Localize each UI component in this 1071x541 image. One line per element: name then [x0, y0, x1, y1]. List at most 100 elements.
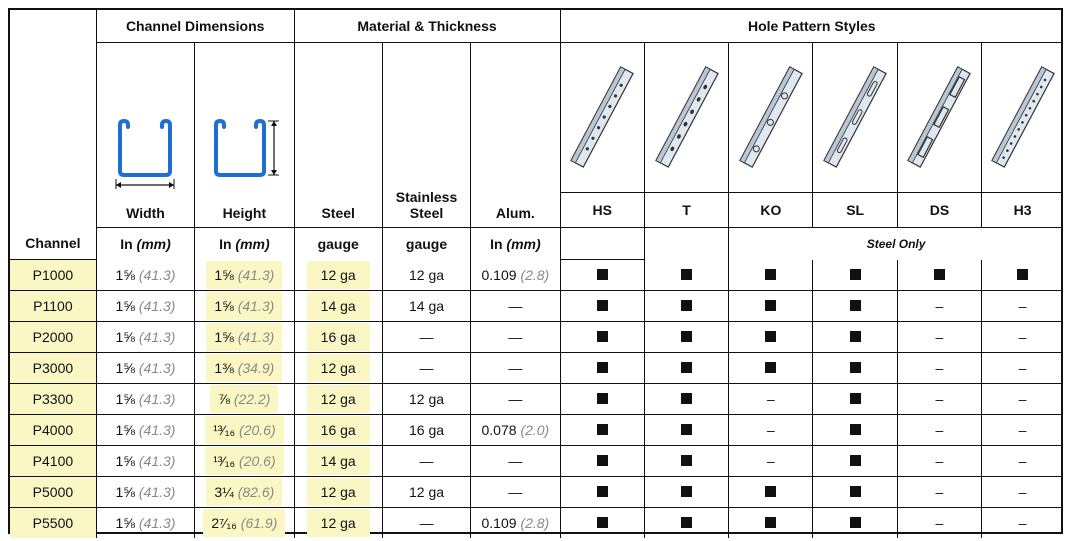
hole-hs-cell — [559, 383, 645, 415]
width-cell: 1⅝ (41.3) — [95, 290, 196, 322]
hole-style-h3: H3 — [981, 191, 1063, 229]
hole-t-cell — [643, 352, 730, 384]
hole-sl-cell — [812, 321, 898, 353]
channel-spec-table: Channel Channel Dimensions Material & Th… — [10, 10, 1063, 538]
unavailable-mark: – — [935, 453, 944, 469]
width-header: Width — [96, 42, 196, 228]
width-label: Width — [126, 205, 165, 221]
height-cell: ¹³⁄₁₆ (20.6) — [194, 414, 295, 446]
available-mark — [765, 268, 777, 280]
hole-ko-cell: – — [728, 414, 814, 446]
alum-cell: 0.109 (2.8) — [470, 259, 561, 291]
channel-cell: P5000 — [10, 476, 97, 508]
steel-cell: 16 ga — [293, 321, 383, 353]
available-mark — [849, 517, 861, 528]
unavailable-mark: – — [935, 484, 944, 500]
table-row: P1100 1⅝ (41.3) 1⅝ (41.3) 14 ga 14 ga — – – — [10, 290, 1063, 322]
height-cell: ⅞ (22.2) — [194, 383, 295, 415]
stainless-cell: — — [381, 445, 472, 477]
steel-cell: 14 ga — [293, 445, 383, 477]
width-cell: 1⅝ (41.3) — [95, 383, 196, 415]
stainless-cell: — — [381, 507, 472, 538]
unavailable-mark: – — [1018, 298, 1027, 314]
available-mark — [681, 424, 693, 435]
channel-cell: P1000 — [10, 259, 97, 291]
stainless-cell: — — [381, 321, 472, 353]
steel-cell: 12 ga — [293, 383, 383, 415]
hole-h3-cell: – — [981, 445, 1063, 477]
t-hole-pattern-icon — [654, 66, 719, 169]
table-row: P1000 1⅝ (41.3) 1⅝ (41.3) 12 ga 12 ga 0.109 (… — [10, 259, 1063, 291]
available-mark — [765, 362, 777, 373]
available-mark — [681, 300, 693, 311]
hole-ds-cell: – — [896, 290, 983, 322]
alum-cell: — — [470, 290, 561, 322]
hole-style-sl: SL — [812, 191, 898, 229]
hole-t-cell — [643, 321, 730, 353]
height-cell: 3¼ (82.6) — [194, 476, 295, 508]
hole-t-cell — [643, 290, 730, 322]
hole-h3-cell: – — [981, 414, 1063, 446]
hole-ds-cell: – — [896, 414, 983, 446]
hole-t-cell — [643, 414, 730, 446]
sl-image-cell — [812, 42, 898, 193]
channel-width-icon — [115, 119, 175, 189]
alum-cell: — — [470, 445, 561, 477]
steel-cell: 12 ga — [293, 476, 383, 508]
material-thickness-header: Material & Thickness — [293, 10, 561, 43]
hole-ds-cell: – — [896, 476, 983, 508]
available-mark — [849, 486, 861, 497]
hole-sl-cell — [812, 476, 898, 508]
available-mark — [681, 393, 693, 404]
channel-cell: P5500 — [10, 507, 97, 538]
height-header: Height — [194, 42, 295, 228]
hole-hs-cell — [559, 445, 645, 477]
width-unit: In (mm) — [96, 227, 196, 260]
channel-height-icon — [214, 119, 280, 177]
hole-ds-cell: – — [896, 507, 983, 538]
unavailable-mark: – — [1018, 484, 1027, 500]
ko-hole-pattern-icon — [738, 66, 803, 169]
steel-only-note: Steel Only — [728, 227, 1063, 260]
stainless-cell: 12 ga — [381, 476, 472, 508]
hole-ds-cell: – — [896, 352, 983, 384]
alum-cell: — — [470, 383, 561, 415]
width-cell: 1⅝ (41.3) — [95, 445, 196, 477]
available-mark — [596, 393, 608, 404]
table-row: P4100 1⅝ (41.3) ¹³⁄₁₆ (20.6) 14 ga — — – – – — [10, 445, 1063, 477]
hole-sl-cell — [812, 290, 898, 322]
height-label: Height — [222, 205, 267, 221]
hole-ds-cell: – — [896, 321, 983, 353]
hole-t-cell — [643, 507, 730, 538]
available-mark — [596, 517, 608, 528]
steel-cell: 12 ga — [293, 352, 383, 384]
t-image-cell — [643, 42, 730, 193]
available-mark — [765, 517, 777, 528]
channel-cell: P3000 — [10, 352, 97, 384]
available-mark — [681, 517, 693, 528]
hole-sl-cell — [812, 414, 898, 446]
alum-cell: — — [470, 476, 561, 508]
stainless-cell: 14 ga — [381, 290, 472, 322]
table-row: P4000 1⅝ (41.3) ¹³⁄₁₆ (20.6) 16 ga 16 ga 0.07… — [10, 414, 1063, 446]
unavailable-mark: – — [1018, 391, 1027, 407]
hole-h3-cell: – — [981, 383, 1063, 415]
hole-ko-cell — [728, 476, 814, 508]
width-cell: 1⅝ (41.3) — [95, 352, 196, 384]
stainless-cell: 12 ga — [381, 259, 472, 291]
channel-cell: P3300 — [10, 383, 97, 415]
available-mark — [596, 331, 608, 342]
sl-hole-pattern-icon — [823, 66, 888, 169]
width-cell: 1⅝ (41.3) — [95, 507, 196, 538]
hs-hole-pattern-icon — [570, 66, 635, 169]
hole-h3-cell: – — [981, 476, 1063, 508]
alum-cell: 0.078 (2.0) — [470, 414, 561, 446]
hole-style-t: T — [643, 191, 730, 229]
hole-hs-cell — [559, 507, 645, 538]
steel-cell: 14 ga — [293, 290, 383, 322]
unavailable-mark: – — [766, 453, 775, 469]
channel-dimensions-header: Channel Dimensions — [95, 10, 295, 43]
table-row: P3000 1⅝ (41.3) 1⅜ (34.9) 12 ga — — – – — [10, 352, 1063, 384]
channel-cell: P2000 — [10, 321, 97, 353]
table-row: P3300 1⅝ (41.3) ⅞ (22.2) 12 ga 12 ga — – – – — [10, 383, 1063, 415]
